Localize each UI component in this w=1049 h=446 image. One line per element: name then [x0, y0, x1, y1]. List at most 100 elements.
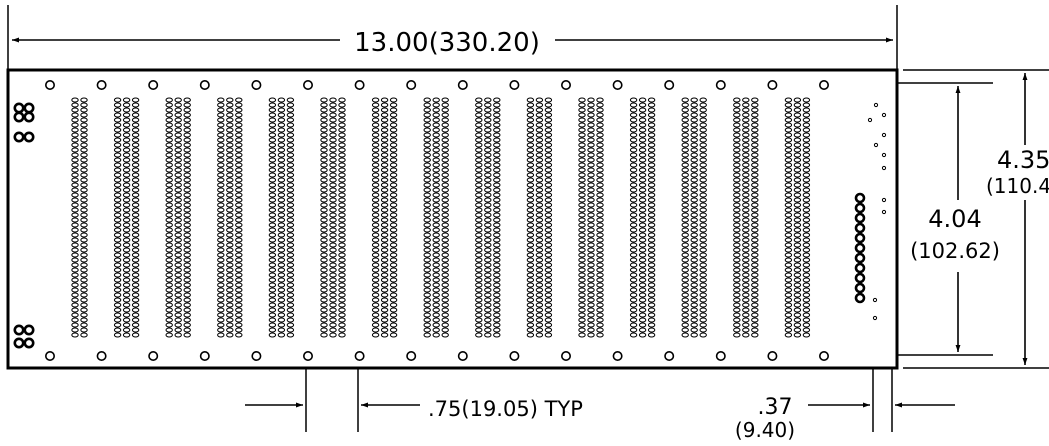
slot-pin — [277, 172, 286, 178]
slot-pin — [423, 227, 431, 233]
slot-pin — [113, 222, 122, 228]
slot-pin — [235, 177, 243, 183]
slot-pin — [268, 317, 277, 323]
slot-pin — [329, 252, 337, 258]
slot-pin — [647, 192, 656, 198]
slot-pin — [638, 162, 647, 168]
slot-pin — [544, 197, 553, 203]
slot-pin — [371, 227, 380, 233]
slot-pin — [380, 112, 389, 118]
slot-pin — [751, 257, 759, 263]
slot-pin — [475, 327, 483, 333]
slot-pin — [217, 262, 225, 268]
slot-pin — [793, 247, 802, 253]
slot-pin — [183, 267, 191, 273]
slot-pin — [226, 317, 234, 323]
slot-pin — [277, 207, 286, 213]
slot-pin — [371, 177, 380, 183]
slot-pin — [493, 322, 501, 328]
board-features — [13, 80, 887, 361]
slot-pin — [286, 227, 295, 233]
slot-pin — [493, 302, 501, 308]
slot-pin — [587, 187, 595, 193]
slot-pin — [183, 162, 191, 168]
slot-pin — [338, 307, 346, 313]
slot-pin — [441, 142, 449, 148]
slot-pin — [122, 107, 131, 113]
slot-pin — [638, 197, 647, 203]
slot-pin — [371, 267, 380, 273]
slot-pin — [165, 157, 173, 163]
slot-pin — [320, 252, 328, 258]
slot-pin — [638, 187, 647, 193]
slot-pin — [113, 307, 122, 313]
slot-pin — [268, 197, 277, 203]
slot-pin — [174, 292, 182, 298]
slot-pin — [699, 132, 707, 138]
slot-pin — [122, 317, 131, 323]
slot-pin — [793, 317, 802, 323]
slot-pin — [587, 102, 595, 108]
slot-pin — [493, 182, 501, 188]
slot-pin — [226, 177, 234, 183]
slot-pin — [629, 207, 638, 213]
slot-pin — [380, 312, 389, 318]
slot-pin — [441, 207, 449, 213]
slot-pin — [320, 127, 328, 133]
slot-pin — [277, 327, 286, 333]
slot-pin — [113, 282, 122, 288]
slot-pin — [784, 282, 793, 288]
slot-pin — [751, 97, 759, 103]
slot-pin — [380, 132, 389, 138]
slot-pin — [80, 102, 88, 108]
slot-pin — [629, 217, 638, 223]
slot-pin — [80, 112, 88, 118]
slot-pin — [578, 132, 586, 138]
slot-pin — [647, 332, 656, 338]
slot-pin — [80, 142, 88, 148]
slot-pin — [235, 187, 243, 193]
slot-pin — [183, 277, 191, 283]
slot-pin — [423, 207, 431, 213]
slot-pin — [690, 192, 698, 198]
slot-pin — [113, 332, 122, 338]
slot-pin — [441, 262, 449, 268]
slot-pin — [217, 132, 225, 138]
slot-pin — [183, 242, 191, 248]
slot-pin — [338, 312, 346, 318]
slot-pin — [268, 272, 277, 278]
slot-pin — [338, 142, 346, 148]
slot-pin — [638, 302, 647, 308]
slot-pin — [286, 312, 295, 318]
slot-pin — [784, 202, 793, 208]
slot-pin — [320, 182, 328, 188]
slot-pin — [578, 202, 586, 208]
slot-pin — [432, 262, 440, 268]
slot-pin — [578, 137, 586, 143]
slot-pin — [733, 247, 741, 253]
slot-pin — [699, 152, 707, 158]
slot-pin — [681, 162, 689, 168]
slot-pin — [638, 277, 647, 283]
slot-pin — [535, 247, 544, 253]
slot-pin — [338, 157, 346, 163]
slot-pin — [742, 322, 750, 328]
slot-pin — [484, 137, 492, 143]
slot-pin — [544, 112, 553, 118]
slot-pin — [578, 147, 586, 153]
slot-pin — [733, 202, 741, 208]
slot-pin — [268, 207, 277, 213]
slot-pin — [784, 207, 793, 213]
slot-pin — [802, 102, 811, 108]
slot-pin — [493, 132, 501, 138]
via — [872, 315, 878, 321]
slot-pin — [596, 297, 604, 303]
slot-pin — [286, 127, 295, 133]
slot-pin — [441, 192, 449, 198]
slot-pin — [647, 287, 656, 293]
slot-pin — [681, 217, 689, 223]
slot-pin — [320, 232, 328, 238]
slot-pin — [587, 147, 595, 153]
slot-pin — [526, 157, 535, 163]
slot-pin — [226, 102, 234, 108]
